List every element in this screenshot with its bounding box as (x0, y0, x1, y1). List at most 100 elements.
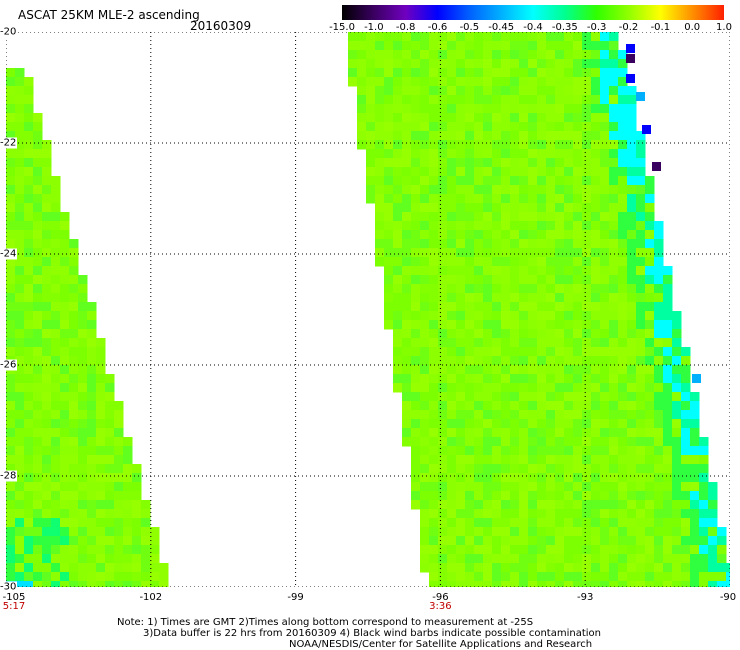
swath-cell (24, 491, 34, 501)
swath-cell (420, 239, 430, 249)
swath-cell (636, 473, 646, 483)
swath-cell (15, 266, 25, 276)
swath-cell (600, 203, 610, 213)
swath-cell (528, 482, 538, 492)
swath-cell (420, 500, 430, 510)
swath-cell (6, 68, 16, 78)
swath-cell (411, 185, 421, 195)
swath-cell (438, 302, 448, 312)
swath-cell (555, 347, 565, 357)
swath-cell (438, 563, 448, 573)
swath-cell (33, 140, 43, 150)
swath-cell (60, 338, 70, 348)
swath-cell (141, 581, 151, 587)
swath-cell (456, 50, 466, 60)
swath-cell (141, 509, 151, 519)
swath-cell (438, 581, 448, 587)
swath-cell (600, 392, 610, 402)
swath-cell (456, 41, 466, 51)
swath-cell (438, 176, 448, 186)
swath-cell (600, 473, 610, 483)
swath-cell (627, 230, 637, 240)
swath-cell (123, 455, 133, 465)
swath-cell (492, 527, 502, 537)
swath-cell (411, 437, 421, 447)
swath-cell (51, 392, 61, 402)
swath-cell (69, 239, 79, 249)
swath-cell (447, 419, 457, 429)
swath-cell (537, 122, 547, 132)
swath-cell (591, 248, 601, 258)
swath-cell (564, 284, 574, 294)
swath-cell (402, 311, 412, 321)
swath-cell (555, 446, 565, 456)
swath-cell (537, 266, 547, 276)
swath-cell (699, 491, 709, 501)
swath-cell (384, 95, 394, 105)
swath-cell (519, 185, 529, 195)
swath-cell (528, 95, 538, 105)
swath-cell (573, 509, 583, 519)
swath-cell (591, 113, 601, 123)
swath-cell (690, 536, 700, 546)
swath-cell (78, 509, 88, 519)
swath-cell (519, 464, 529, 474)
swath-cell (15, 158, 25, 168)
swath-cell (411, 203, 421, 213)
swath-cell (60, 527, 70, 537)
swath-cell (33, 401, 43, 411)
swath-cell (546, 185, 556, 195)
swath-cell (663, 464, 673, 474)
swath-cell (528, 86, 538, 96)
swath-cell (654, 383, 664, 393)
swath-cell (60, 482, 70, 492)
swath-cell (420, 266, 430, 276)
swath-cell (393, 311, 403, 321)
swath-cell (420, 428, 430, 438)
swath-cell (654, 392, 664, 402)
swath-cell (652, 162, 661, 171)
swath-cell (384, 194, 394, 204)
swath-cell (591, 95, 601, 105)
swath-cell (609, 437, 619, 447)
swath-cell (555, 257, 565, 267)
swath-cell (690, 491, 700, 501)
swath-cell (42, 536, 52, 546)
swath-cell (24, 572, 34, 582)
swath-cell (483, 419, 493, 429)
swath-cell (420, 437, 430, 447)
swath-cell (51, 509, 61, 519)
swath-cell (69, 455, 79, 465)
swath-cell (420, 149, 430, 159)
swath-cell (537, 86, 547, 96)
swath-cell (564, 473, 574, 483)
swath-cell (96, 419, 106, 429)
swath-cell (483, 212, 493, 222)
swath-cell (618, 167, 628, 177)
swath-cell (537, 563, 547, 573)
swath-cell (555, 122, 565, 132)
swath-cell (24, 95, 34, 105)
swath-cell (501, 185, 511, 195)
swath-cell (626, 44, 635, 53)
swath-cell (582, 248, 592, 258)
swath-cell (87, 446, 97, 456)
swath-cell (6, 284, 16, 294)
swath-cell (132, 482, 142, 492)
swath-cell (33, 455, 43, 465)
swath-cell (78, 446, 88, 456)
swath-cell (582, 563, 592, 573)
swath-cell (510, 59, 520, 69)
swath-cell (411, 491, 421, 501)
swath-cell (78, 347, 88, 357)
swath-cell (609, 536, 619, 546)
swath-cell (627, 149, 637, 159)
swath-cell (618, 275, 628, 285)
swath-cell (600, 140, 610, 150)
swath-cell (105, 500, 115, 510)
swath-cell (501, 176, 511, 186)
swath-cell (69, 293, 79, 303)
swath-cell (447, 302, 457, 312)
swath-cell (501, 536, 511, 546)
swath-cell (78, 356, 88, 366)
